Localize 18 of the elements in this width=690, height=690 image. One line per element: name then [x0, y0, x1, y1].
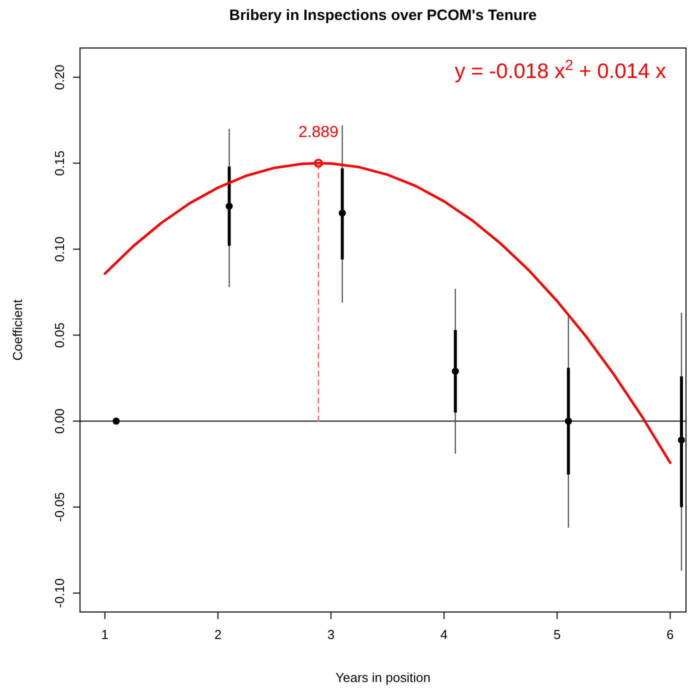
y-axis-title: Coefficient [10, 299, 25, 361]
y-tick-label: 0.15 [52, 150, 67, 176]
x-tick-label: 5 [553, 627, 561, 642]
x-axis-title: Years in position [336, 670, 430, 685]
annotation: 2.889 [298, 124, 339, 142]
y-tick-label: 0.20 [52, 64, 67, 90]
y-tick-label: 0.00 [52, 408, 67, 434]
chart-title: Bribery in Inspections over PCOM's Tenure [229, 7, 537, 24]
x-tick-label: 4 [440, 627, 448, 642]
y-tick-label: 0.05 [52, 322, 67, 348]
annotation: y = -0.018 x$^{2}$ + 0.014 x [454, 58, 666, 83]
x-tick-label: 6 [666, 627, 674, 642]
y-tick-label: 0.10 [52, 236, 67, 262]
y-tick-label: -0.10 [52, 578, 67, 608]
x-tick-label: 3 [327, 627, 335, 642]
x-tick-label: 2 [214, 627, 222, 642]
x-tick-label: 1 [101, 627, 108, 642]
y-tick-label: -0.05 [52, 492, 67, 522]
